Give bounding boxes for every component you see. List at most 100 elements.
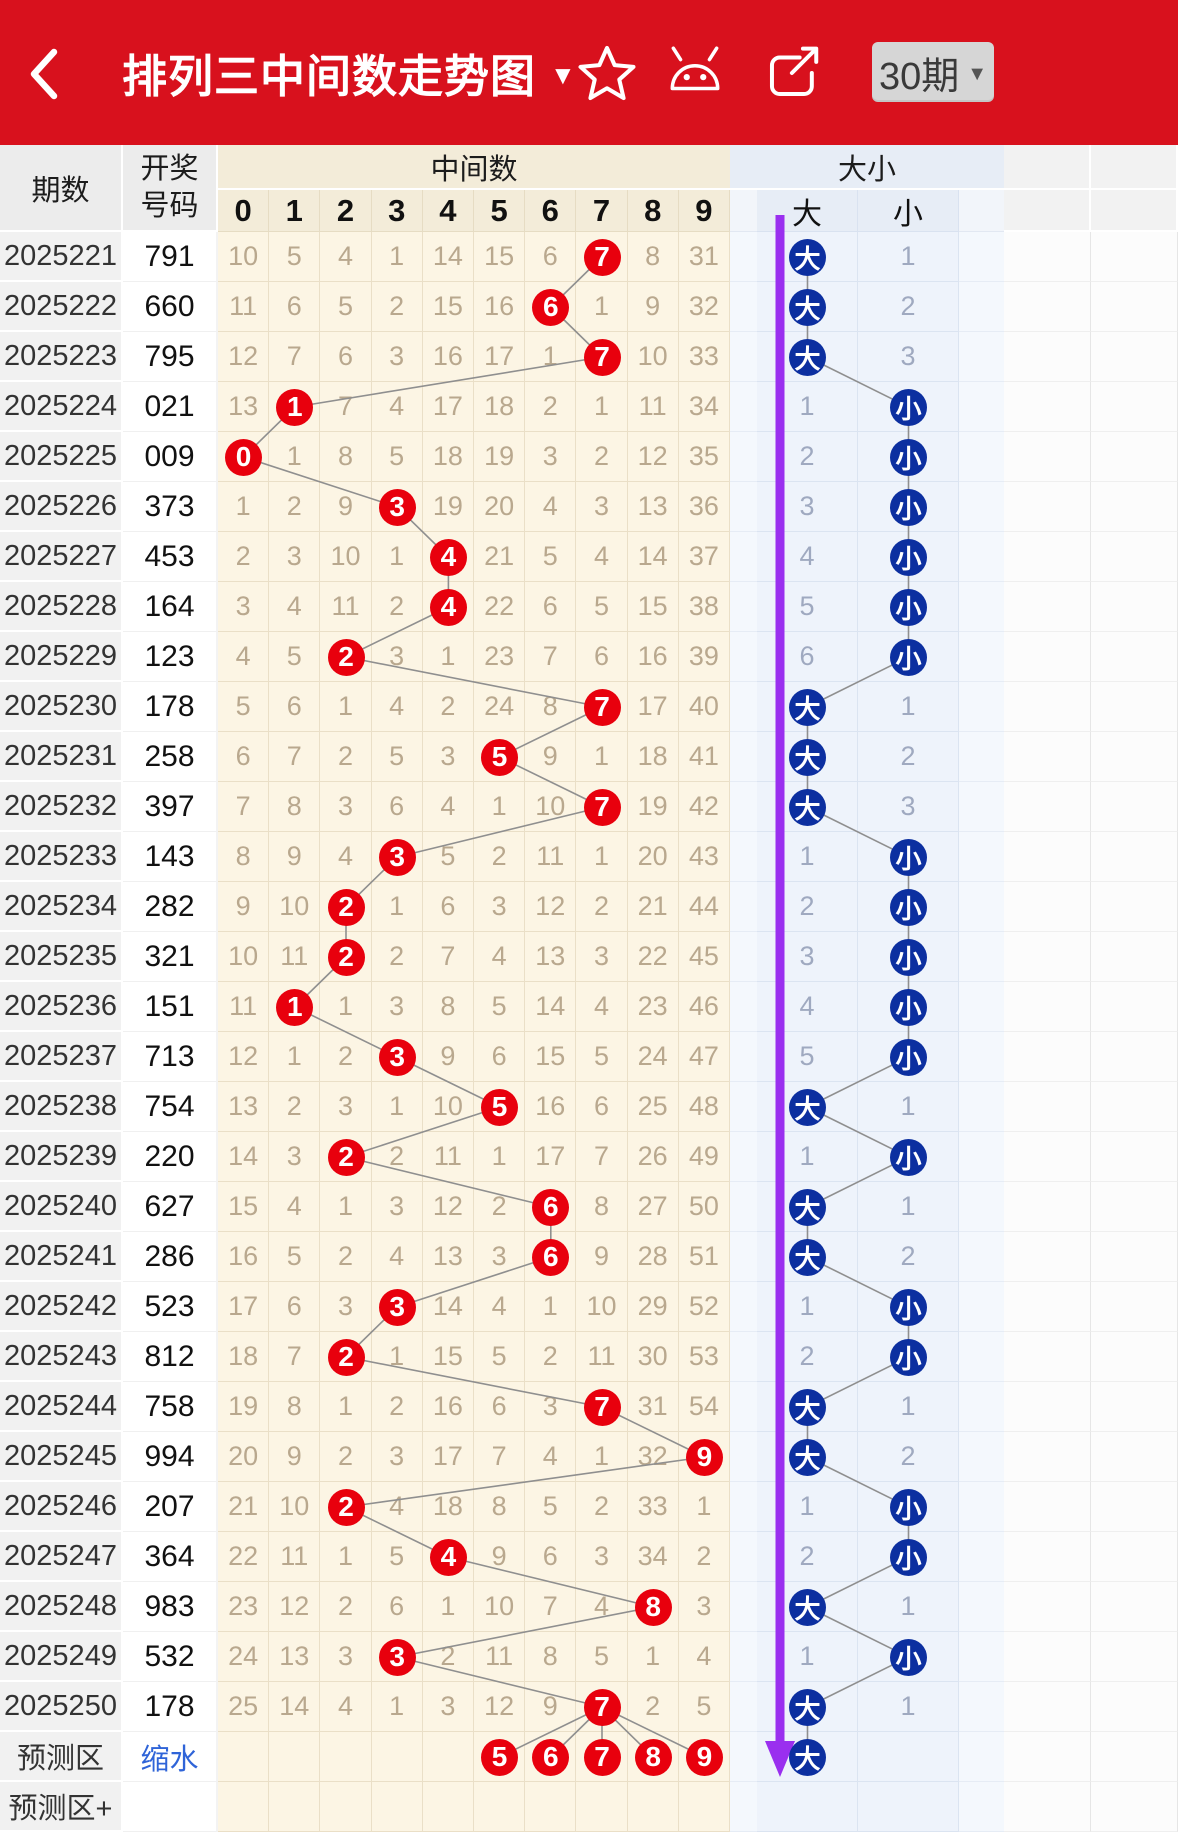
trend-chart: 期数 开奖 号码 中间数 大小 0 1 2 3 4 5 6 7 8 9 大小 2025221 791 10 5 4 1 14… — [0, 145, 1178, 1841]
issue-cell: 2025246 — [0, 1482, 123, 1532]
digit-miss-cell: 18 — [218, 1332, 270, 1382]
digit-miss-cell: 8 — [269, 1382, 321, 1432]
digit-miss-cell: 3 — [371, 982, 423, 1032]
back-button[interactable] — [26, 46, 62, 102]
digit-miss-cell: 2 — [320, 1582, 372, 1632]
digit-miss-cell: 1 — [576, 382, 628, 432]
big-miss-cell: 1 — [757, 1482, 858, 1532]
digit-miss-cell: 3 — [422, 732, 474, 782]
issue-cell: 2025242 — [0, 1282, 123, 1332]
digit-miss-cell: 6 — [371, 782, 423, 832]
empty-cell — [1004, 632, 1091, 682]
digit-miss-cell: 23 — [218, 1582, 270, 1632]
empty-cell — [1091, 682, 1178, 732]
issue-cell: 2025235 — [0, 932, 123, 982]
digit-miss-cell: 8 — [627, 232, 679, 282]
android-app-button[interactable] — [662, 42, 724, 104]
digit-column-header: 6 — [525, 190, 577, 232]
draw-number-cell: 220 — [123, 1132, 218, 1182]
shrink-link[interactable]: 缩水 — [140, 1743, 199, 1776]
big-small-ball: 小 — [890, 1138, 927, 1176]
draw-number-cell: 151 — [123, 982, 218, 1032]
spacer-cell — [730, 1532, 757, 1582]
digit-miss-cell: 3 — [474, 882, 526, 932]
big-small-ball: 大 — [789, 288, 826, 326]
empty-cell — [1004, 982, 1091, 1032]
digit-miss-cell: 12 — [269, 1582, 321, 1632]
digit-miss-cell: 33 — [627, 1482, 679, 1532]
middle-number-ball: 2 — [327, 1338, 365, 1376]
big-miss-cell: 3 — [757, 482, 858, 532]
draw-number-cell: 397 — [123, 782, 218, 832]
big-small-ball: 小 — [890, 388, 927, 426]
digit-miss-cell: 2 — [371, 1382, 423, 1432]
empty-cell — [1004, 682, 1091, 732]
period-caret-icon: ▼ — [967, 62, 988, 85]
digit-miss-cell: 2 — [320, 1032, 372, 1082]
digit-miss-cell: 11 — [627, 382, 679, 432]
empty-cell — [1091, 832, 1178, 882]
digit-miss-cell: 5 — [525, 532, 577, 582]
small-miss-cell: 1 — [858, 1182, 959, 1232]
digit-miss-cell: 43 — [678, 832, 730, 882]
small-miss-cell: 1 — [858, 232, 959, 282]
draw-number-cell: 532 — [123, 1632, 218, 1682]
share-button[interactable] — [762, 42, 824, 104]
empty-cell — [1004, 1332, 1091, 1382]
digit-miss-cell: 17 — [525, 1132, 577, 1182]
middle-number-ball: 2 — [327, 638, 365, 676]
small-miss-cell: 2 — [858, 1432, 959, 1482]
draw-number-cell: 178 — [123, 1682, 218, 1732]
digit-miss-cell: 3 — [576, 1532, 628, 1582]
digit-miss-cell: 8 — [269, 782, 321, 832]
digit-miss-cell: 6 — [218, 732, 270, 782]
empty-cell — [1091, 1082, 1178, 1132]
spacer-cell — [959, 1032, 1004, 1082]
digit-column-header: 4 — [422, 190, 474, 232]
middle-number-ball: 6 — [532, 1188, 570, 1226]
middle-number-ball: 6 — [532, 288, 570, 326]
empty-cell — [1091, 1432, 1178, 1482]
footer-cell — [858, 1782, 959, 1832]
digit-miss-cell: 1 — [474, 1132, 526, 1182]
big-small-ball: 小 — [890, 1288, 927, 1326]
digit-miss-cell: 20 — [474, 482, 526, 532]
digit-miss-cell: 2 — [422, 682, 474, 732]
digit-miss-cell: 7 — [422, 932, 474, 982]
big-small-ball: 小 — [890, 588, 927, 626]
spacer-cell — [730, 882, 757, 932]
spacer-cell — [959, 432, 1004, 482]
spacer-cell — [959, 1432, 1004, 1482]
digit-miss-cell: 34 — [678, 382, 730, 432]
period-selector[interactable]: 30期 ▼ — [872, 42, 994, 102]
group-header-big-small: 大小 — [730, 145, 1004, 190]
digit-miss-cell: 18 — [422, 1482, 474, 1532]
spacer-cell — [959, 632, 1004, 682]
digit-miss-cell: 14 — [269, 1682, 321, 1732]
favorite-button[interactable] — [576, 42, 638, 104]
digit-miss-cell: 3 — [320, 1282, 372, 1332]
digit-miss-cell: 17 — [422, 1432, 474, 1482]
digit-miss-cell: 2 — [269, 482, 321, 532]
spacer-cell — [959, 232, 1004, 282]
issue-cell: 2025241 — [0, 1232, 123, 1282]
issue-cell: 2025225 — [0, 432, 123, 482]
issue-cell: 2025231 — [0, 732, 123, 782]
digit-miss-cell: 11 — [269, 1532, 321, 1582]
big-small-ball: 大 — [789, 1688, 826, 1726]
spacer-cell — [730, 582, 757, 632]
digit-miss-cell: 5 — [269, 632, 321, 682]
empty-cell — [1004, 1582, 1091, 1632]
digit-miss-cell: 3 — [371, 1182, 423, 1232]
draw-number-cell: 009 — [123, 432, 218, 482]
spacer-cell — [959, 332, 1004, 382]
issue-cell: 2025237 — [0, 1032, 123, 1082]
empty-cell — [1004, 382, 1091, 432]
digit-miss-cell: 34 — [627, 1532, 679, 1582]
digit-miss-cell: 4 — [422, 782, 474, 832]
page-title-dropdown[interactable]: 排列三中间数走势图 ▼ — [122, 0, 576, 145]
big-miss-cell: 6 — [757, 632, 858, 682]
middle-number-ball: 7 — [583, 1388, 621, 1426]
digit-miss-cell: 11 — [576, 1332, 628, 1382]
digit-miss-cell: 11 — [525, 832, 577, 882]
